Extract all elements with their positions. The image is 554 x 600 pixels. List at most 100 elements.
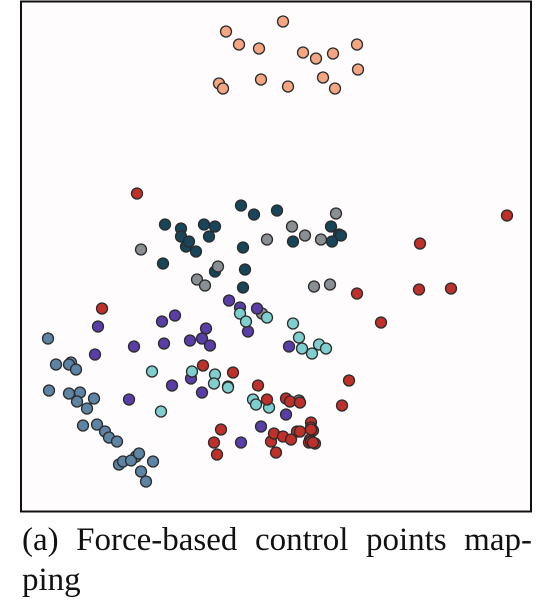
data-point-salmon bbox=[276, 15, 290, 28]
data-point-navy bbox=[236, 241, 250, 254]
data-point-teal bbox=[305, 347, 319, 360]
data-point-salmon bbox=[326, 47, 340, 60]
data-point-purple bbox=[250, 302, 264, 315]
data-point-navy bbox=[238, 263, 252, 276]
data-point-red bbox=[306, 436, 320, 449]
data-point-salmon bbox=[296, 46, 310, 59]
data-point-teal bbox=[319, 342, 333, 355]
data-point-steel bbox=[42, 384, 56, 397]
data-point-gray bbox=[285, 220, 299, 233]
data-point-red bbox=[350, 287, 364, 300]
data-point-red bbox=[269, 446, 283, 459]
data-point-red bbox=[226, 366, 240, 379]
data-point-steel bbox=[124, 454, 138, 467]
data-point-red bbox=[293, 396, 307, 409]
data-point-navy bbox=[270, 204, 284, 217]
data-point-purple bbox=[199, 322, 213, 335]
data-point-purple bbox=[222, 294, 236, 307]
series-salmon bbox=[212, 15, 365, 95]
data-point-purple bbox=[195, 386, 209, 399]
data-point-steel bbox=[132, 447, 146, 460]
data-point-salmon bbox=[316, 71, 330, 84]
data-point-red bbox=[413, 237, 427, 250]
data-point-navy bbox=[208, 220, 222, 233]
data-point-salmon bbox=[232, 38, 246, 51]
data-point-teal bbox=[221, 381, 235, 394]
data-point-red bbox=[95, 302, 109, 315]
data-point-purple bbox=[88, 348, 102, 361]
data-point-red bbox=[374, 316, 388, 329]
data-point-navy bbox=[234, 199, 248, 212]
data-point-navy bbox=[286, 235, 300, 248]
data-point-salmon bbox=[281, 80, 295, 93]
data-point-purple bbox=[168, 309, 182, 322]
data-point-purple bbox=[195, 332, 209, 345]
data-point-teal bbox=[286, 317, 300, 330]
data-point-steel bbox=[139, 475, 153, 488]
data-point-red bbox=[293, 425, 307, 438]
data-point-teal bbox=[207, 377, 221, 390]
data-point-red bbox=[412, 283, 426, 296]
figure-caption: (a) Force-based control points map­ping bbox=[22, 522, 532, 598]
data-point-teal bbox=[249, 398, 263, 411]
data-point-teal bbox=[233, 307, 247, 320]
data-point-steel bbox=[70, 395, 84, 408]
data-point-salmon bbox=[254, 73, 268, 86]
data-point-steel bbox=[49, 358, 63, 371]
data-point-purple bbox=[282, 340, 296, 353]
data-point-teal bbox=[292, 331, 306, 344]
data-point-salmon bbox=[351, 63, 365, 76]
data-point-red bbox=[196, 359, 210, 372]
data-point-teal bbox=[185, 365, 199, 378]
series-red bbox=[95, 187, 514, 461]
data-point-navy bbox=[202, 230, 216, 243]
data-point-teal bbox=[239, 315, 253, 328]
data-point-navy bbox=[158, 218, 172, 231]
series-steel bbox=[41, 332, 160, 488]
data-point-steel bbox=[134, 465, 148, 478]
data-point-red bbox=[335, 399, 349, 412]
data-point-steel bbox=[110, 435, 124, 448]
data-point-navy bbox=[197, 218, 211, 231]
data-point-steel bbox=[69, 363, 83, 376]
data-point-navy bbox=[189, 245, 203, 258]
data-point-purple bbox=[234, 436, 248, 449]
data-point-purple bbox=[122, 393, 136, 406]
data-point-navy bbox=[334, 229, 348, 242]
data-point-red bbox=[342, 374, 356, 387]
data-point-gray bbox=[190, 273, 204, 286]
data-point-steel bbox=[76, 419, 90, 432]
data-point-purple bbox=[157, 337, 171, 350]
data-point-purple bbox=[127, 340, 141, 353]
data-point-salmon bbox=[216, 82, 230, 95]
data-point-purple bbox=[254, 420, 268, 433]
data-point-salmon bbox=[309, 52, 323, 65]
data-point-purple bbox=[91, 320, 105, 333]
data-point-purple bbox=[203, 339, 217, 352]
data-point-purple bbox=[183, 334, 197, 347]
data-point-red bbox=[444, 282, 458, 295]
data-point-navy bbox=[182, 235, 196, 248]
data-point-red bbox=[130, 187, 144, 200]
data-point-salmon bbox=[219, 25, 233, 38]
data-point-gray bbox=[323, 278, 337, 291]
data-point-salmon bbox=[350, 38, 364, 51]
data-point-steel bbox=[90, 418, 104, 431]
data-point-red bbox=[207, 436, 221, 449]
data-point-red bbox=[214, 423, 228, 436]
data-point-purple bbox=[241, 325, 255, 338]
data-point-red bbox=[284, 433, 298, 446]
data-point-gray bbox=[198, 279, 212, 292]
data-point-salmon bbox=[328, 82, 342, 95]
data-point-purple bbox=[155, 315, 169, 328]
scatter-plot bbox=[20, 0, 532, 513]
data-point-steel bbox=[80, 402, 94, 415]
data-point-purple bbox=[165, 379, 179, 392]
data-point-salmon bbox=[252, 42, 266, 55]
data-point-gray bbox=[314, 233, 328, 246]
data-point-gray bbox=[298, 229, 312, 242]
points-layer bbox=[41, 15, 514, 488]
data-point-teal bbox=[145, 365, 159, 378]
data-point-red bbox=[251, 379, 265, 392]
data-point-red bbox=[283, 395, 297, 408]
